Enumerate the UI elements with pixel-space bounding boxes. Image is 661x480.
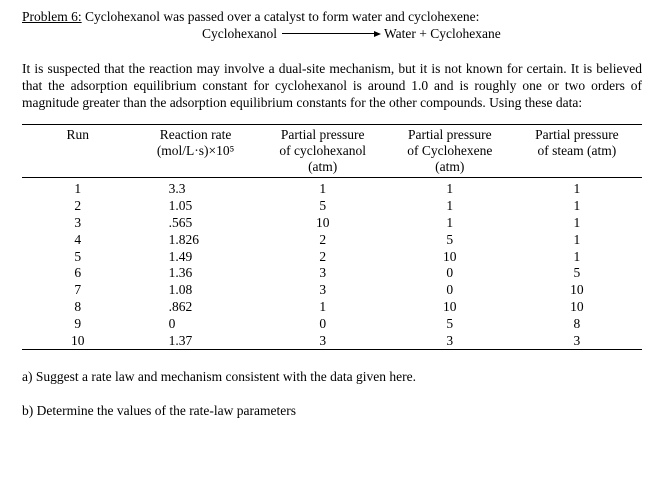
- reaction-products: Water + Cyclohexane: [383, 26, 501, 41]
- table-cell: 3.3: [168, 181, 186, 197]
- arrow-head: [373, 30, 381, 37]
- header-line: (atm): [308, 159, 338, 174]
- table-cell: 9: [74, 315, 82, 331]
- table-cell: 1.08: [168, 282, 193, 298]
- table-cell: 4: [74, 231, 82, 247]
- table-cell: 1: [319, 298, 327, 314]
- table-cell: 1.05: [168, 198, 193, 214]
- table-cell: 1: [573, 198, 581, 214]
- header-line: Reaction rate: [159, 127, 232, 142]
- header-line: (atm): [435, 159, 465, 174]
- table-cell: 5: [446, 231, 454, 247]
- table-header-row: Run Reaction rate (mol/L·s)×10⁵ Partial …: [22, 125, 642, 178]
- header-line: of steam (atm): [537, 143, 617, 158]
- table-cell: 2: [74, 198, 82, 214]
- problem-intro: Cyclohexanol was passed over a catalyst …: [85, 9, 480, 24]
- table-cell: 3: [319, 332, 327, 348]
- col-header-pressure-cyclohexene: Partial pressure of Cyclohexene (atm): [388, 125, 512, 178]
- table-cell: .862: [168, 298, 193, 314]
- table-cell: 3: [573, 332, 581, 348]
- data-table: Run Reaction rate (mol/L·s)×10⁵ Partial …: [22, 124, 642, 350]
- header-line: Run: [66, 127, 90, 142]
- problem-label: Problem 6:: [22, 9, 82, 24]
- table-cell: 1: [573, 231, 581, 247]
- table-cell: 10: [71, 332, 85, 348]
- table-cell: 1.826: [168, 231, 199, 247]
- table-cell: 2: [319, 248, 327, 264]
- table-row: 3 .565 10 1 1: [22, 215, 642, 232]
- table-row: 2 1.05 5 1 1: [22, 198, 642, 215]
- table-cell: 1: [74, 181, 82, 197]
- table-cell: 6: [74, 265, 82, 281]
- table-cell: 1.36: [168, 265, 193, 281]
- table-cell: 5: [74, 248, 82, 264]
- table-cell: 10: [315, 214, 330, 230]
- table-cell: 3: [74, 214, 82, 230]
- table-cell: 10: [570, 298, 584, 314]
- col-header-run: Run: [22, 125, 134, 178]
- reaction-reactant: Cyclohexanol: [202, 26, 277, 41]
- table-row: 7 1.08 3 0 10: [22, 282, 642, 299]
- table-cell: 8: [573, 315, 581, 331]
- table-cell: 1.37: [168, 332, 193, 348]
- table-cell: 2: [319, 231, 327, 247]
- table-cell: 5: [573, 265, 581, 281]
- table-cell: 1: [573, 214, 581, 230]
- table-cell: 1.49: [168, 248, 193, 264]
- table-row: 4 1.826 2 5 1: [22, 231, 642, 248]
- table-cell: 10: [443, 298, 457, 314]
- table-cell: 0: [446, 282, 454, 298]
- header-line: of Cyclohexene: [407, 143, 493, 158]
- table-cell: 1: [446, 198, 454, 214]
- table-body: 1 3.3 1 1 1 2 1.05 5 1 1 3.565 10 1 1 4 1.826 2 5 1 5 1.49 2 1…: [22, 178, 642, 350]
- header-line: of cyclohexanol: [279, 143, 366, 158]
- table-cell: 10: [570, 282, 584, 298]
- table-cell: 1: [573, 248, 581, 264]
- table-cell: 1: [446, 214, 454, 230]
- problem-title-line: Problem 6: Cyclohexanol was passed over …: [22, 8, 641, 25]
- col-header-reaction-rate: Reaction rate (mol/L·s)×10⁵: [134, 125, 258, 178]
- table-row: 5 1.49 2 10 1: [22, 248, 642, 265]
- table-cell: 0: [446, 265, 454, 281]
- header-line: Partial pressure: [280, 127, 365, 142]
- reaction-equation: Cyclohexanol Water + Cyclohexane: [22, 25, 641, 42]
- table-cell: 8: [74, 298, 82, 314]
- question-b: b) Determine the values of the rate-law …: [22, 402, 296, 418]
- col-header-pressure-cyclohexanol: Partial pressure of cyclohexanol (atm): [258, 125, 388, 178]
- table-cell: 3: [319, 282, 327, 298]
- table-cell: 3: [446, 332, 454, 348]
- arrow-line: [281, 33, 374, 34]
- question-a: a) Suggest a rate law and mechanism cons…: [22, 368, 416, 384]
- table-cell: 0: [168, 315, 176, 331]
- table-cell: 5: [319, 198, 327, 214]
- table-row: 6 1.36 3 0 5: [22, 265, 642, 282]
- col-header-pressure-steam: Partial pressure of steam (atm): [512, 125, 642, 178]
- table-row: 10 1.37 3 3 3: [22, 332, 642, 349]
- table-cell: 1: [573, 181, 581, 197]
- table-cell: 10: [443, 248, 457, 264]
- header-line: Partial pressure: [535, 127, 619, 142]
- header-line: Partial pressure: [407, 127, 492, 142]
- table-row: 9 0 0 5 8: [22, 315, 642, 332]
- table-row: 1 3.3 1 1 1: [22, 178, 642, 198]
- table-cell: 1: [319, 181, 327, 197]
- table-cell: .565: [168, 214, 193, 230]
- table-cell: 7: [74, 282, 82, 298]
- table-cell: 5: [446, 315, 454, 331]
- table-cell: 0: [319, 315, 327, 331]
- header-line: (mol/L·s)×10⁵: [156, 143, 235, 158]
- problem-description: It is suspected that the reaction may in…: [22, 61, 642, 110]
- table-cell: 1: [446, 181, 454, 197]
- reaction-arrow-icon: [281, 30, 381, 37]
- table-row: 8 .862 1 10 10: [22, 299, 642, 316]
- table-cell: 3: [319, 265, 327, 281]
